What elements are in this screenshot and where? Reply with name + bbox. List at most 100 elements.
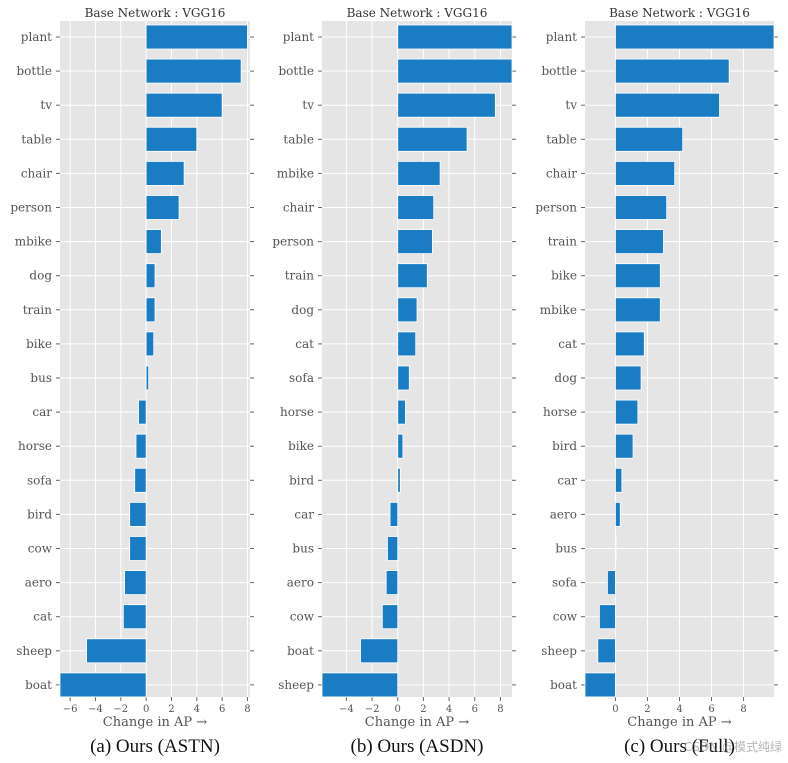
category-label-cow: cow <box>553 610 578 624</box>
bar-aero <box>385 570 399 595</box>
bar-boat <box>360 638 399 664</box>
category-label-mbike: mbike <box>15 235 52 249</box>
category-label-dog: dog <box>554 371 577 385</box>
bar-mbike <box>615 297 661 323</box>
category-label-boat: boat <box>287 644 314 658</box>
category-label-bike: bike <box>288 439 314 453</box>
category-label-sofa: sofa <box>27 473 52 487</box>
category-label-horse: horse <box>18 439 52 453</box>
x-tick-label: −6 <box>63 704 78 715</box>
category-label-horse: horse <box>543 405 577 419</box>
panel-caption: (c) Ours (Full) <box>624 736 735 757</box>
x-tick-label: −2 <box>113 704 128 715</box>
category-label-cow: cow <box>28 542 53 556</box>
bar-plant <box>615 24 775 50</box>
category-label-person: person <box>272 235 314 249</box>
x-tick-label: 8 <box>244 704 250 715</box>
category-label-tv: tv <box>565 98 577 112</box>
bar-mbike <box>145 229 162 255</box>
bar-boat <box>59 672 147 698</box>
category-label-train: train <box>548 235 578 249</box>
bar-horse <box>397 399 406 425</box>
bar-bike <box>145 331 155 357</box>
bar-train <box>615 229 664 255</box>
bar-bottle <box>615 58 730 84</box>
bar-cat <box>615 331 645 357</box>
bar-car <box>615 467 623 493</box>
bar-sofa <box>134 467 147 493</box>
x-tick-label: 6 <box>472 704 478 715</box>
bar-dog <box>615 365 642 391</box>
category-label-bike: bike <box>26 337 52 351</box>
bar-sheep <box>597 638 616 664</box>
category-label-chair: chair <box>546 166 577 180</box>
bar-person <box>397 229 433 255</box>
bar-person <box>145 195 180 220</box>
bar-dog <box>397 297 418 323</box>
bar-bus <box>615 536 617 561</box>
bar-aero <box>124 570 147 595</box>
category-label-person: person <box>10 201 52 215</box>
bar-bike <box>397 433 404 459</box>
x-axis-label: Change in AP → <box>103 715 208 730</box>
chart-panel-2: −4 −2 0 2 4 6 8 plant bottle tv table mbike chair per… <box>272 6 516 757</box>
category-label-dog: dog <box>29 269 52 283</box>
category-label-table: table <box>546 132 577 146</box>
x-tick-label: −4 <box>88 704 103 715</box>
category-label-cat: cat <box>33 610 52 624</box>
bar-chair <box>145 160 185 186</box>
x-tick-label: 0 <box>143 704 149 715</box>
category-label-dog: dog <box>291 303 314 317</box>
bar-mbike <box>397 160 441 186</box>
category-label-bike: bike <box>551 269 577 283</box>
chart-panel-3: 0 2 4 6 8 plant bottle tv table chair person train b… <box>535 6 778 757</box>
bar-bird <box>397 467 401 493</box>
category-label-bird: bird <box>289 473 314 487</box>
panel-caption: (b) Ours (ASDN) <box>351 736 484 757</box>
category-label-car: car <box>557 473 577 487</box>
category-label-bird: bird <box>552 439 577 453</box>
category-label-sofa: sofa <box>289 371 314 385</box>
x-tick-label: 4 <box>676 704 682 715</box>
bar-chair <box>397 195 435 220</box>
bar-sofa <box>607 570 616 595</box>
bar-horse <box>135 433 147 459</box>
category-label-tv: tv <box>40 98 52 112</box>
bar-sheep <box>321 672 399 698</box>
category-label-mbike: mbike <box>277 166 314 180</box>
category-label-boat: boat <box>550 678 577 692</box>
bar-cow <box>381 604 399 630</box>
category-label-cat: cat <box>558 337 577 351</box>
plot-area <box>322 21 512 697</box>
bar-tv <box>397 92 496 118</box>
bar-cat <box>397 331 417 357</box>
category-label-tv: tv <box>302 98 314 112</box>
bar-tv <box>145 92 223 118</box>
category-label-chair: chair <box>283 201 314 215</box>
panel-caption: (a) Ours (ASTN) <box>90 736 220 757</box>
x-tick-label: 2 <box>168 704 174 715</box>
x-tick-label: 0 <box>395 704 401 715</box>
bar-plant <box>145 24 248 50</box>
bar-train <box>397 263 428 289</box>
x-tick-label: 4 <box>446 704 452 715</box>
chart-title: Base Network : VGG16 <box>347 6 488 20</box>
bar-boat <box>584 672 616 698</box>
bar-bird <box>129 501 147 527</box>
x-tick-label: 8 <box>740 704 746 715</box>
watermark: CSDN @模式纯绿 <box>683 740 782 754</box>
bar-bike <box>615 263 661 289</box>
bar-dog <box>145 263 156 289</box>
category-label-aero: aero <box>25 576 52 590</box>
category-label-bus: bus <box>292 542 314 556</box>
x-tick-label: 2 <box>644 704 650 715</box>
category-label-table: table <box>21 132 52 146</box>
x-axis-label: Change in AP → <box>627 715 732 730</box>
category-label-train: train <box>285 269 315 283</box>
bar-plant <box>397 24 513 50</box>
chart-title: Base Network : VGG16 <box>85 6 226 20</box>
category-label-plant: plant <box>546 30 577 44</box>
category-label-sofa: sofa <box>552 576 577 590</box>
category-label-boat: boat <box>25 678 52 692</box>
category-label-plant: plant <box>21 30 52 44</box>
